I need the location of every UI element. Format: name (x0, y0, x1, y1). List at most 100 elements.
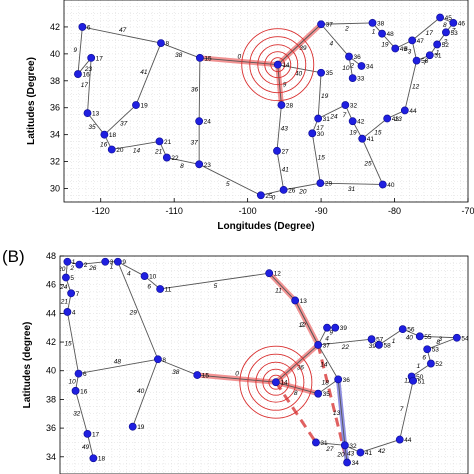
edge-weight-label: 22 (341, 344, 350, 351)
node-label: 26 (288, 187, 296, 194)
edge-weight-label: 7 (423, 60, 427, 67)
node-marker (452, 333, 461, 342)
edge-weight-label: 26 (88, 265, 97, 272)
node-label: 15 (204, 55, 212, 62)
node-label: 4 (72, 309, 76, 316)
node-marker (412, 56, 421, 65)
node-label: 15 (202, 373, 210, 380)
node-label: 28 (286, 103, 294, 110)
edge-weight-label: 19 (349, 129, 357, 136)
edge-weight-label: 10 (342, 65, 350, 72)
node-label: 13 (300, 298, 308, 305)
node-label: 37 (326, 22, 334, 29)
edge-weight-label: 4 (329, 41, 333, 48)
plot-frame (59, 255, 469, 474)
node-marker (343, 458, 351, 467)
y-tick-label: 38 (46, 394, 56, 404)
edge-weight-label: 17 (316, 125, 324, 132)
node-marker (157, 39, 165, 47)
edge-weight-label: 47 (119, 27, 127, 34)
edge (66, 311, 79, 374)
node-marker (279, 185, 288, 194)
node-label: 5 (70, 275, 74, 282)
node-marker (358, 134, 367, 143)
node-marker (140, 272, 149, 280)
edge-weight-label: 12 (412, 84, 420, 91)
node-label: 8 (162, 357, 166, 364)
node-label: 32 (349, 443, 357, 450)
node-label: 49 (400, 46, 408, 53)
edge-weight-label: 43 (281, 125, 289, 132)
node-label: 24 (204, 119, 212, 126)
x-tick-label: -100 (239, 206, 257, 216)
node-marker (323, 323, 331, 332)
dashed-edge (316, 344, 349, 463)
epicenter-ring (255, 361, 297, 403)
node-label: 27 (282, 148, 290, 155)
edge-weight-label: 40 (406, 334, 414, 341)
edge (321, 22, 373, 25)
node-marker (378, 180, 387, 189)
node-label: 7 (76, 291, 80, 298)
edge-weight-label: 37 (120, 121, 128, 128)
node-marker (378, 29, 386, 38)
y-axis-label: Latitudes (Degree) (26, 57, 37, 145)
node-marker (291, 296, 300, 305)
node-label: 8 (165, 41, 169, 48)
node-label: 50 (421, 58, 429, 65)
edge (166, 157, 200, 165)
edge-weight-label: 29 (129, 309, 138, 316)
node-marker (317, 68, 325, 77)
edge (419, 335, 457, 339)
edge-weight-label: 40 (295, 71, 303, 78)
node-marker (345, 52, 353, 61)
node-label: 58 (383, 342, 391, 349)
edge-weight-label: 21 (60, 299, 69, 306)
node-label: 22 (171, 155, 179, 162)
node-label: 51 (434, 53, 442, 60)
node-marker (273, 146, 281, 155)
node-label: 31 (320, 440, 328, 447)
y-tick-label: 40 (46, 366, 56, 376)
node-marker (265, 269, 274, 278)
edge (317, 72, 322, 119)
edge-weight-label: 35 (88, 124, 96, 131)
node-marker (195, 160, 204, 169)
node-marker (71, 386, 80, 395)
node-label: 33 (357, 76, 365, 83)
node-label: 41 (365, 450, 373, 457)
node-label: 38 (377, 20, 385, 27)
edge-weight-label: 20 (336, 452, 345, 459)
node-marker (317, 20, 325, 29)
node-label: 17 (92, 431, 100, 438)
node-marker (100, 130, 109, 139)
panel-b: 2 26 146 5111220242115294838401032490367492… (2, 247, 469, 474)
edge-weight-label: 9 (73, 47, 77, 54)
edge-weight-label: 3 (438, 336, 442, 343)
y-tick-label: 36 (50, 103, 60, 113)
edge (317, 378, 339, 395)
edge-weight-label: 12 (299, 322, 307, 329)
edge (117, 261, 145, 277)
edge-weight-label: 3 (408, 49, 412, 56)
edge (320, 182, 383, 185)
edge-weight-label: 6 (404, 46, 408, 53)
node-marker (408, 36, 417, 45)
y-tick-label: 48 (46, 251, 56, 261)
edge-weight-label: 19 (321, 93, 329, 100)
node-marker (89, 454, 98, 463)
node-marker (427, 359, 435, 368)
node-label: 31 (323, 116, 331, 123)
y-tick-label: 40 (50, 49, 60, 59)
node-marker (433, 40, 442, 49)
edge (315, 441, 345, 446)
edge (79, 261, 106, 266)
node-marker (83, 429, 92, 438)
node-label: 44 (409, 108, 417, 115)
node-marker (423, 345, 432, 354)
node-label: 42 (357, 119, 365, 126)
node-label: 45 (445, 15, 453, 22)
edge-weight-label: 2 (69, 265, 74, 272)
node-marker (74, 369, 83, 378)
